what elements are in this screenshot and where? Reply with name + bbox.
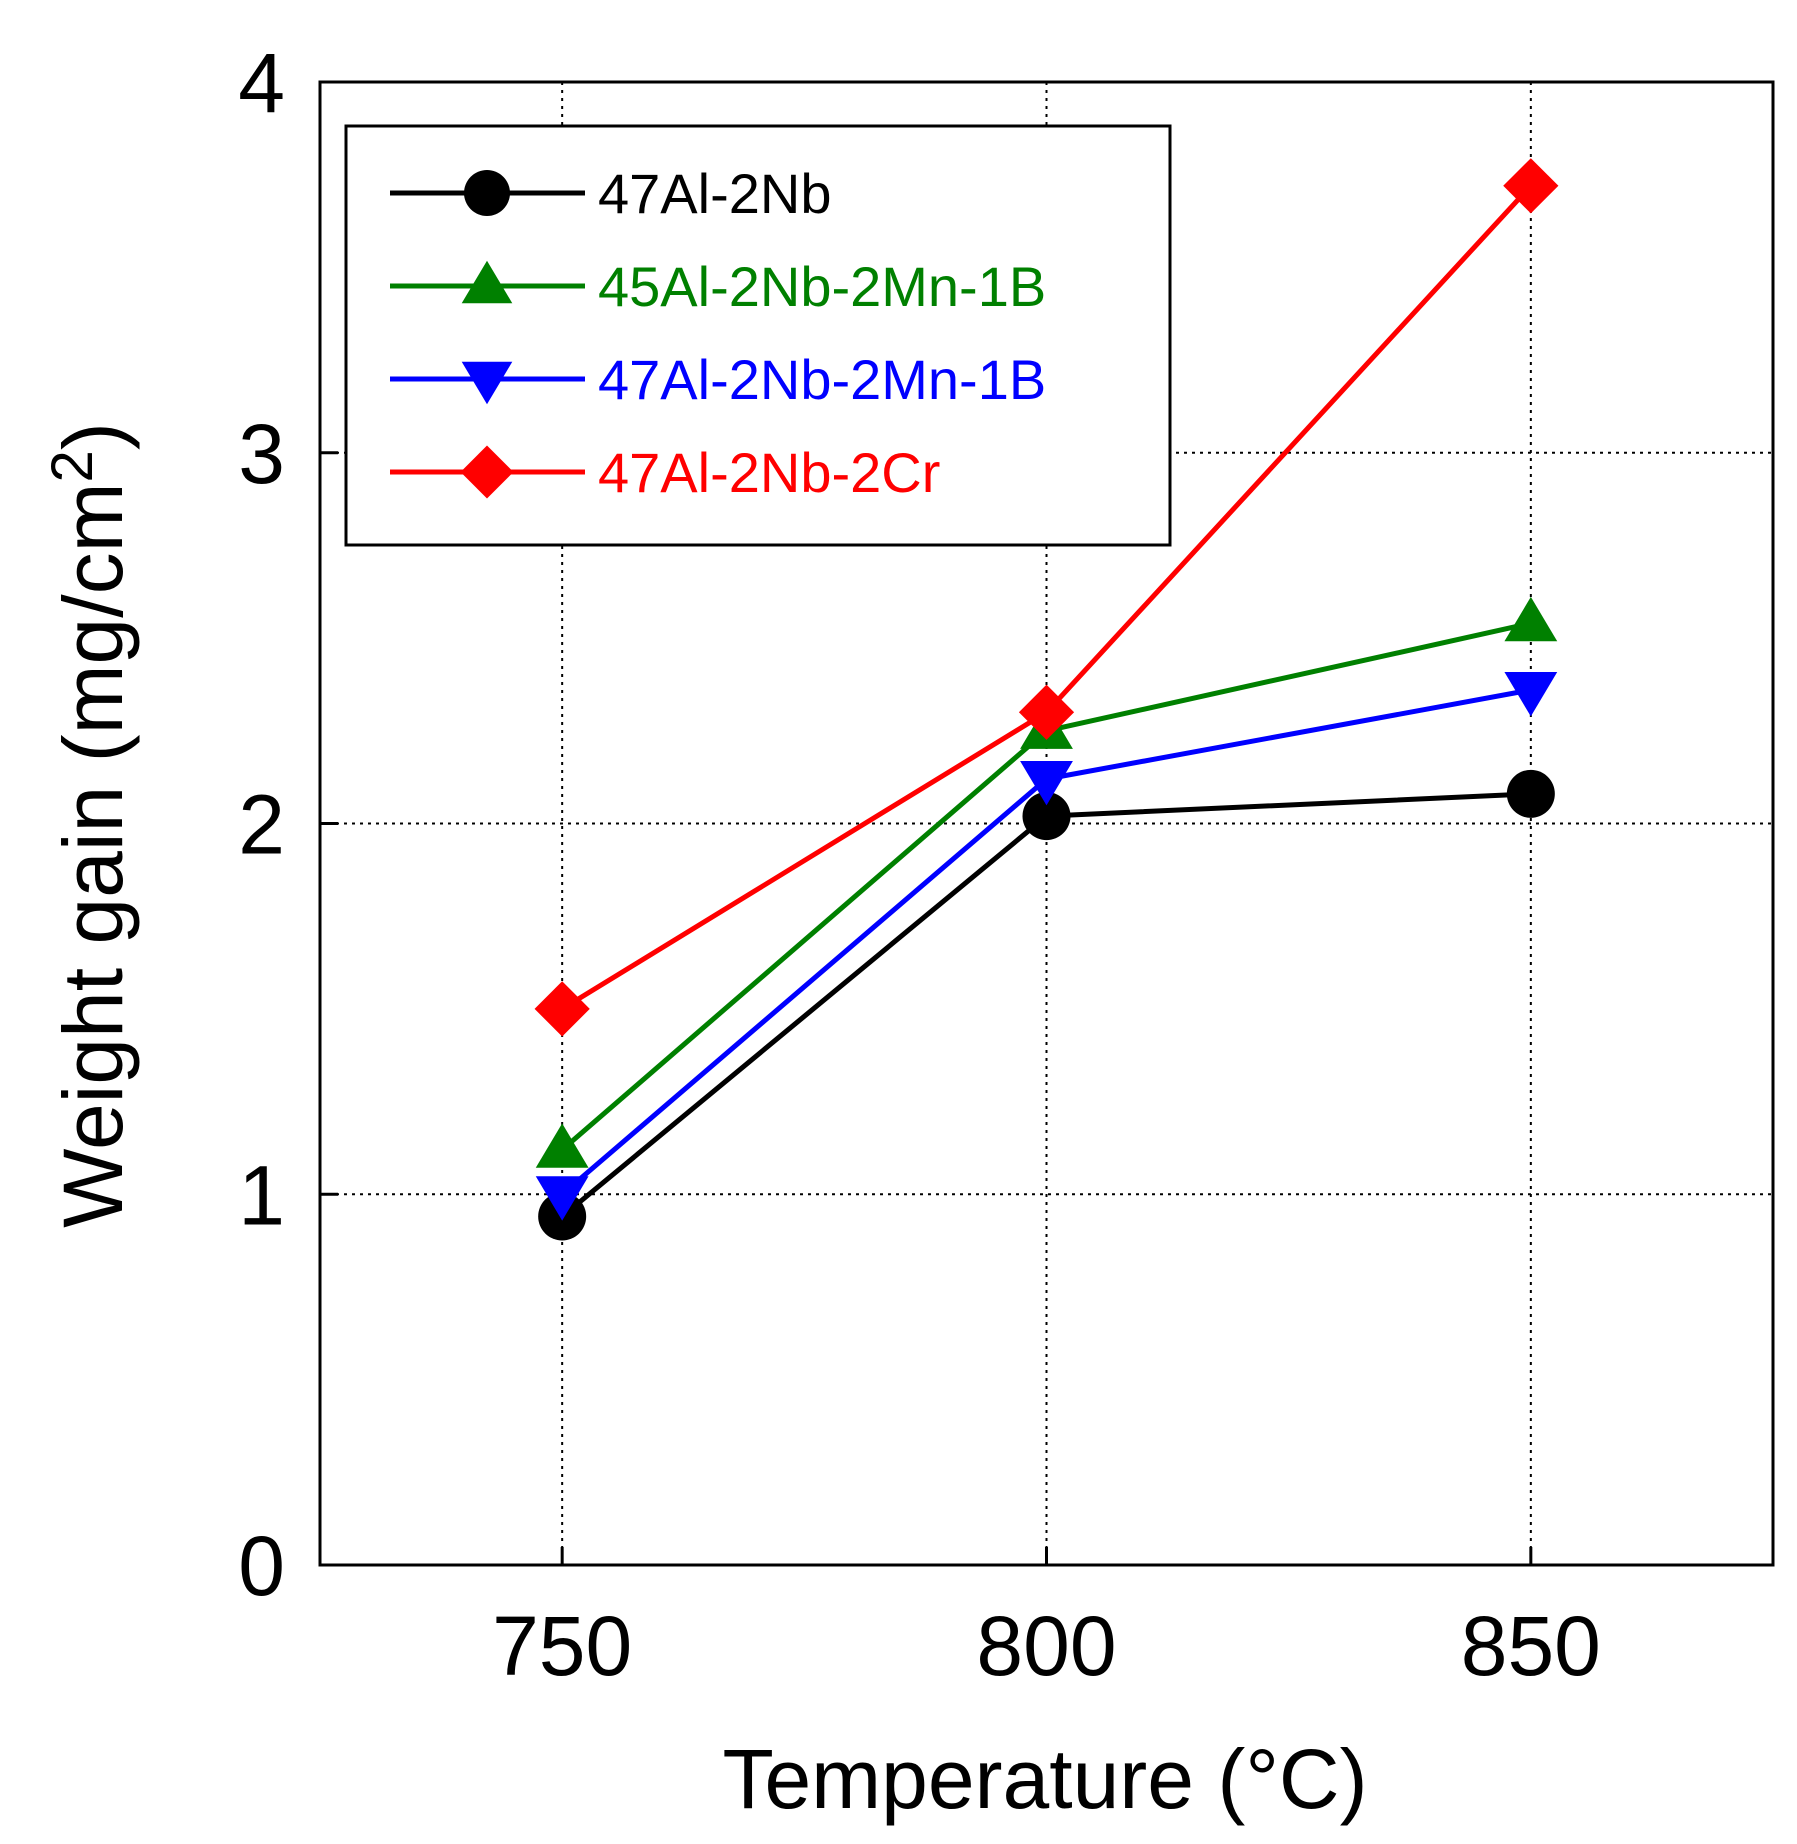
legend-label: 47Al-2Nb (598, 162, 831, 225)
series-47Al-2Nb (538, 769, 1555, 1241)
y-axis-superscript: 2 (40, 450, 105, 482)
data-point (535, 1176, 589, 1221)
y-axis-title-text: Weight gain (mg/cm (46, 482, 140, 1227)
y-tick-label: 0 (238, 1519, 285, 1613)
legend-label: 47Al-2Nb-2Cr (598, 441, 940, 504)
x-axis-unit: °C (1245, 1732, 1339, 1826)
data-point (1506, 769, 1555, 818)
y-tick-label: 3 (238, 407, 285, 501)
data-point (1022, 792, 1071, 841)
data-point (1504, 672, 1558, 717)
x-tick-label: 850 (1461, 1599, 1601, 1693)
x-tick-label: 800 (976, 1599, 1116, 1693)
y-tick-label: 1 (238, 1148, 285, 1242)
y-axis-title-close: ) (46, 422, 140, 450)
legend-label: 45Al-2Nb-2Mn-1B (598, 255, 1046, 318)
data-point (1020, 761, 1073, 806)
legend-marker (461, 361, 513, 405)
series-47Al-2Nb-2Cr (534, 158, 1559, 1037)
data-point (534, 981, 590, 1037)
legend-marker (461, 260, 513, 304)
plot-frame (318, 80, 1775, 1567)
tick-labels: 750 800 850 0 1 2 3 4 (238, 36, 1601, 1693)
x-axis-title-text: Temperature ( (722, 1732, 1245, 1826)
legend-entry: 47Al-2Nb (390, 162, 831, 225)
legend-entry: 47Al-2Nb-2Cr (390, 441, 940, 504)
y-tick-label: 4 (238, 36, 285, 130)
y-axis-title: Weight gain (mg/cm2) (40, 422, 140, 1228)
legend: 47Al-2Nb 45Al-2Nb-2Mn-1B 47Al-2Nb-2Mn-1B 47… (344, 124, 1172, 547)
legend-entry: 47Al-2Nb-2Mn-1B (390, 348, 1046, 411)
data-point (1504, 596, 1558, 642)
legend-entry: 45Al-2Nb-2Mn-1B (390, 255, 1046, 318)
data-point (1503, 158, 1559, 214)
data-point (1018, 684, 1075, 740)
y-tick-label: 2 (238, 778, 285, 872)
legend-label: 47Al-2Nb-2Mn-1B (598, 348, 1046, 411)
x-axis-title: Temperature (°C) (722, 1732, 1367, 1826)
x-axis-title-close: ) (1340, 1732, 1368, 1826)
legend-marker (460, 445, 514, 499)
series-47Al-2Nb-2Mn-1B (535, 672, 1558, 1221)
legend-marker (464, 170, 510, 216)
series-line (560, 791, 1531, 1219)
x-tick-label: 750 (492, 1599, 632, 1693)
data-point (535, 1123, 589, 1168)
series-layer (534, 158, 1559, 1241)
